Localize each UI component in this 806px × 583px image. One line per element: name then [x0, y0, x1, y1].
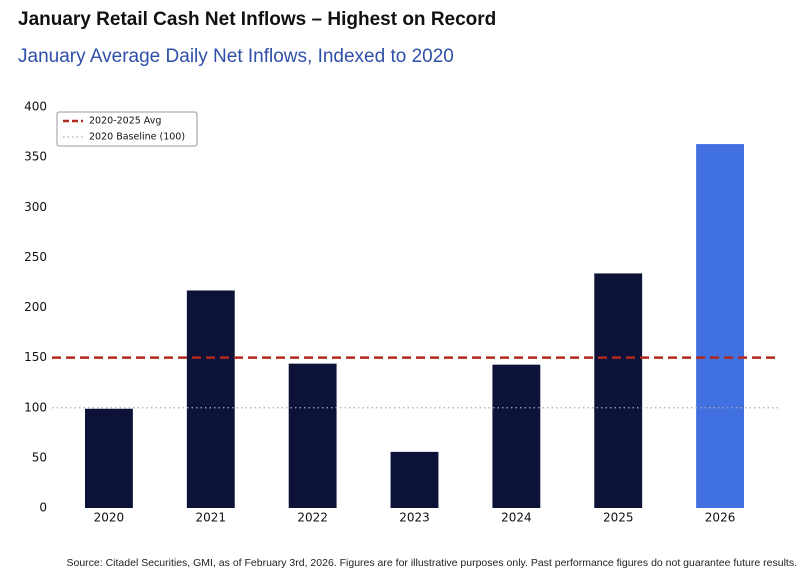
- y-tick-label: 400: [24, 100, 47, 114]
- x-tick-label: 2023: [399, 511, 430, 525]
- legend-box: [56, 111, 198, 147]
- y-tick-label: 300: [24, 200, 47, 214]
- legend-label: 2020 Baseline (100): [89, 132, 185, 143]
- y-tick-label: 100: [24, 400, 47, 414]
- y-tick-label: 50: [32, 450, 47, 464]
- bar: [696, 144, 745, 508]
- chart-title: January Retail Cash Net Inflows – Highes…: [18, 9, 496, 30]
- x-tick-label: 2024: [501, 511, 532, 525]
- x-tick-label: 2026: [705, 511, 736, 525]
- bar: [594, 273, 643, 508]
- chart-subtitle: January Average Daily Net Inflows, Index…: [18, 46, 454, 67]
- x-tick-label: 2020: [94, 511, 125, 525]
- bar: [186, 290, 235, 508]
- x-tick-label: 2022: [297, 511, 328, 525]
- bar: [288, 363, 337, 508]
- source-note: Source: Citadel Securities, GMI, as of F…: [67, 557, 798, 569]
- bar: [390, 451, 439, 508]
- y-tick-label: 250: [24, 250, 47, 264]
- x-tick-label: 2025: [603, 511, 634, 525]
- x-tick-label: 2021: [196, 511, 227, 525]
- bar: [492, 364, 541, 508]
- y-tick-label: 350: [24, 150, 47, 164]
- y-tick-label: 0: [39, 501, 47, 515]
- y-tick-label: 200: [24, 300, 47, 314]
- bar: [84, 408, 133, 508]
- legend-label: 2020-2025 Avg: [89, 116, 161, 127]
- y-tick-label: 150: [24, 350, 47, 364]
